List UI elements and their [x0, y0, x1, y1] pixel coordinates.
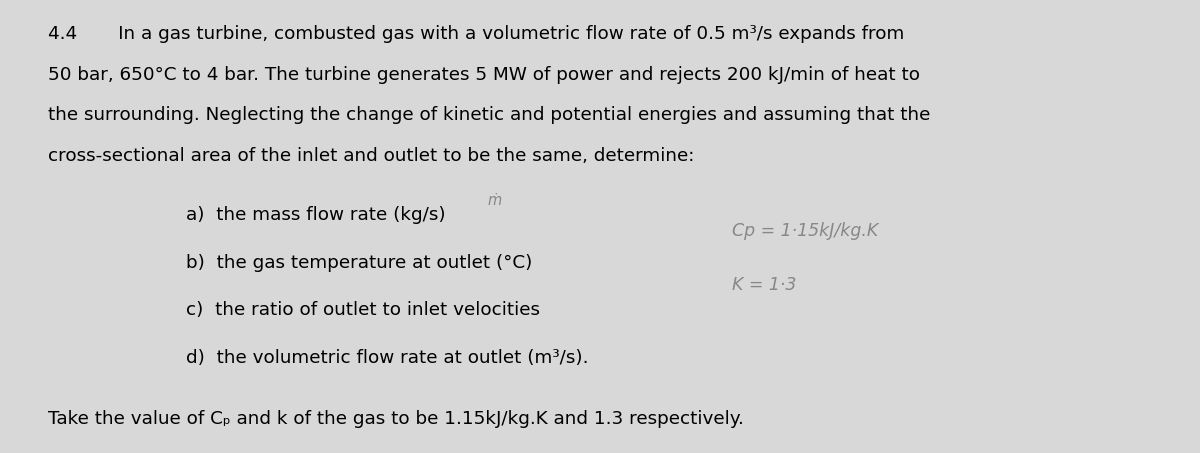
- Text: the surrounding. Neglecting the change of kinetic and potential energies and ass: the surrounding. Neglecting the change o…: [48, 106, 930, 125]
- Text: c)  the ratio of outlet to inlet velocities: c) the ratio of outlet to inlet velociti…: [186, 301, 540, 319]
- Text: b)  the gas temperature at outlet (°C): b) the gas temperature at outlet (°C): [186, 254, 533, 272]
- Text: ṁ: ṁ: [487, 193, 502, 207]
- Text: cross-sectional area of the inlet and outlet to be the same, determine:: cross-sectional area of the inlet and ou…: [48, 147, 695, 165]
- Text: a)  the mass flow rate (kg/s): a) the mass flow rate (kg/s): [186, 206, 445, 224]
- Text: Cp = 1·15kJ/kg.K: Cp = 1·15kJ/kg.K: [732, 222, 878, 240]
- Text: 50 bar, 650°C to 4 bar. The turbine generates 5 MW of power and rejects 200 kJ/m: 50 bar, 650°C to 4 bar. The turbine gene…: [48, 66, 920, 84]
- Text: Take the value of Cₚ and k of the gas to be 1.15kJ/kg.K and 1.3 respectively.: Take the value of Cₚ and k of the gas to…: [48, 410, 744, 428]
- Text: K = 1·3: K = 1·3: [732, 276, 797, 294]
- Text: 4.4       In a gas turbine, combusted gas with a volumetric flow rate of 0.5 m³/: 4.4 In a gas turbine, combusted gas with…: [48, 25, 905, 43]
- Text: d)  the volumetric flow rate at outlet (m³/s).: d) the volumetric flow rate at outlet (m…: [186, 349, 588, 367]
